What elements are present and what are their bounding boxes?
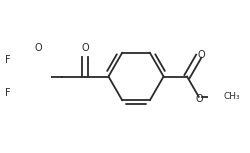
Text: O: O	[195, 94, 202, 104]
Text: CH₃: CH₃	[222, 92, 239, 101]
Text: F: F	[5, 88, 11, 98]
Text: O: O	[34, 43, 42, 53]
Text: F: F	[5, 55, 11, 65]
Text: F: F	[0, 71, 1, 82]
Text: O: O	[197, 50, 204, 60]
Text: O: O	[81, 43, 88, 53]
